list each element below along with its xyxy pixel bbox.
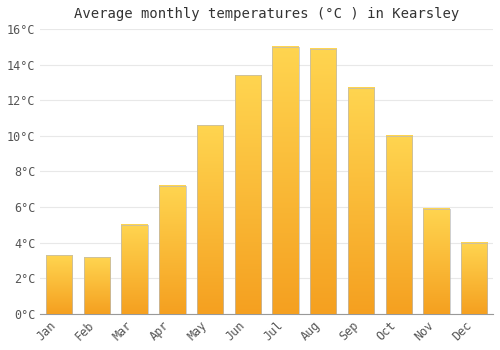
Bar bbox=[272, 47, 299, 314]
Bar bbox=[197, 125, 224, 314]
Title: Average monthly temperatures (°C ) in Kearsley: Average monthly temperatures (°C ) in Ke… bbox=[74, 7, 460, 21]
Bar bbox=[424, 209, 450, 314]
Bar bbox=[159, 186, 186, 314]
Bar bbox=[84, 257, 110, 314]
Bar bbox=[310, 49, 336, 314]
Bar bbox=[46, 255, 72, 314]
Bar bbox=[386, 136, 412, 314]
Bar bbox=[234, 75, 261, 314]
Bar bbox=[348, 88, 374, 314]
Bar bbox=[122, 225, 148, 314]
Bar bbox=[461, 243, 487, 314]
